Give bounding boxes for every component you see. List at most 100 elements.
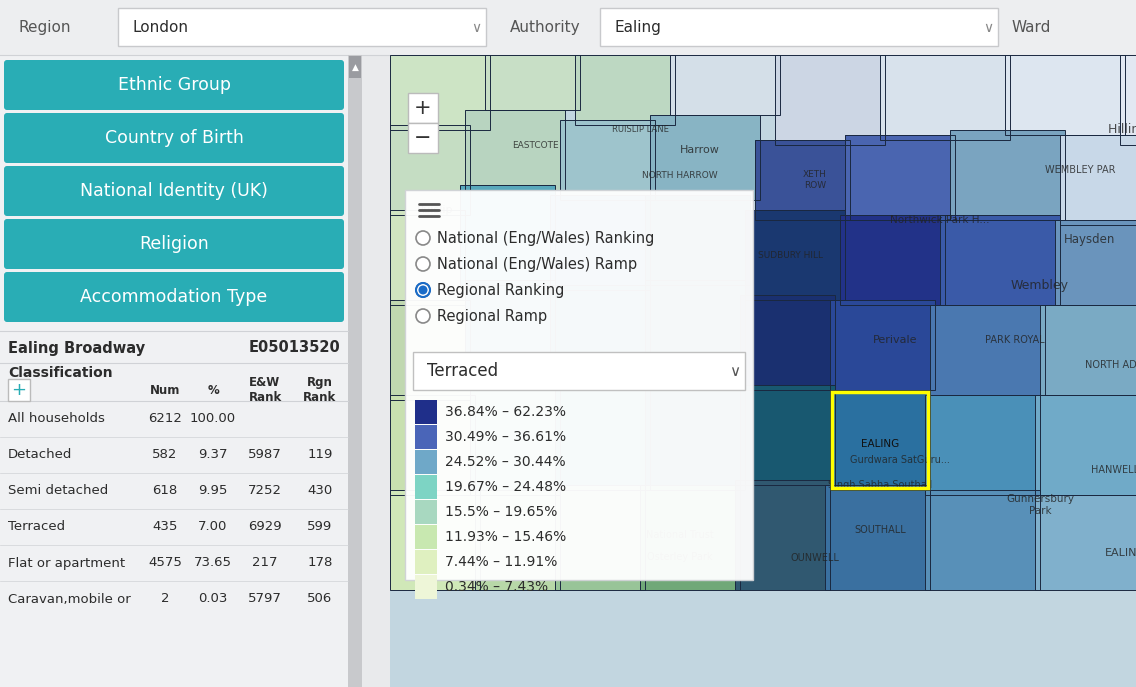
Bar	[1120, 55, 1136, 145]
Bar	[650, 115, 760, 200]
Text: 30.49% – 36.61%: 30.49% – 36.61%	[445, 430, 566, 444]
Text: 119: 119	[308, 449, 333, 462]
Bar	[0, 333, 348, 363]
Bar	[465, 280, 556, 390]
Bar	[745, 210, 845, 300]
Text: E&W
Rank: E&W Rank	[249, 376, 282, 404]
Text: 618: 618	[152, 484, 177, 497]
Text: NORTH HARROW: NORTH HARROW	[642, 170, 718, 179]
Bar	[735, 480, 830, 590]
Text: Num: Num	[150, 383, 181, 396]
Bar	[840, 215, 945, 305]
Text: Authority: Authority	[510, 20, 580, 35]
Bar	[650, 115, 760, 200]
Text: Harrow: Harrow	[680, 145, 720, 155]
Bar	[465, 110, 565, 190]
Bar	[550, 285, 650, 385]
Bar	[390, 490, 481, 590]
Text: Greenford / Perivale: Greenford / Perivale	[476, 365, 574, 375]
Text: 36.84% – 62.23%: 36.84% – 62.23%	[445, 405, 566, 419]
Text: Gunnersbury
Park: Gunnersbury Park	[1006, 494, 1074, 516]
Text: 506: 506	[308, 592, 333, 605]
Bar	[845, 135, 955, 220]
Bar	[550, 195, 650, 290]
Bar	[415, 450, 437, 474]
Circle shape	[416, 231, 431, 245]
Text: ∨: ∨	[729, 363, 741, 379]
Bar	[460, 185, 556, 285]
Text: Terraced: Terraced	[427, 362, 498, 380]
Bar	[1039, 305, 1136, 395]
Text: Religion: Religion	[139, 235, 209, 253]
Bar	[740, 385, 835, 485]
Circle shape	[416, 257, 431, 271]
Text: Regional Ranking: Regional Ranking	[437, 282, 565, 297]
Text: 6929: 6929	[248, 521, 282, 534]
Bar	[930, 305, 1045, 395]
Text: National Identity (UK): National Identity (UK)	[80, 182, 268, 200]
Bar	[832, 392, 928, 488]
Bar	[830, 390, 930, 490]
Bar	[470, 385, 560, 495]
Text: Region: Region	[18, 20, 70, 35]
Bar	[1120, 55, 1136, 145]
Bar	[775, 55, 885, 145]
Bar	[560, 120, 655, 200]
Bar	[415, 525, 437, 549]
Bar	[485, 55, 580, 110]
Bar	[645, 280, 745, 385]
Bar	[880, 55, 1010, 140]
Bar	[925, 490, 1039, 590]
Bar	[406, 190, 753, 580]
Bar	[556, 380, 650, 490]
Text: Hillingdon / R: Hillingdon / R	[1108, 124, 1136, 137]
Text: Accommodation Type: Accommodation Type	[81, 288, 268, 306]
Bar	[1005, 55, 1125, 135]
Bar	[414, 352, 745, 390]
Text: 73.65: 73.65	[194, 556, 232, 570]
Text: 9.37: 9.37	[199, 449, 227, 462]
Text: EALING: EALING	[861, 439, 899, 449]
Text: 0.34% – 7.43%: 0.34% – 7.43%	[445, 580, 549, 594]
Bar	[390, 395, 475, 495]
Bar	[735, 480, 830, 590]
Bar	[1055, 220, 1136, 305]
Bar	[390, 55, 490, 130]
Text: Ealing Broadway: Ealing Broadway	[8, 341, 145, 355]
Bar	[415, 550, 437, 574]
Text: SUDBURY HILL: SUDBURY HILL	[758, 251, 822, 260]
Bar	[550, 285, 650, 385]
Bar	[640, 485, 740, 590]
FancyBboxPatch shape	[5, 219, 344, 269]
Bar	[645, 195, 750, 285]
Text: Haysden: Haysden	[1064, 234, 1116, 247]
Text: Gurdwara SatGuru...: Gurdwara SatGuru...	[850, 455, 950, 465]
Bar	[390, 210, 465, 305]
Bar	[575, 55, 675, 125]
Bar	[1060, 135, 1136, 225]
Text: Detached: Detached	[8, 449, 73, 462]
Bar	[470, 385, 560, 495]
Text: 24.52% – 30.44%: 24.52% – 30.44%	[445, 455, 566, 469]
Bar	[755, 140, 850, 220]
Text: EASTCOTE: EASTCOTE	[511, 141, 558, 150]
Text: National Trust: National Trust	[646, 530, 713, 540]
FancyBboxPatch shape	[5, 60, 344, 110]
Bar	[408, 93, 438, 123]
Text: 0.03: 0.03	[199, 592, 227, 605]
Bar	[390, 55, 490, 130]
Text: Terraced: Terraced	[8, 521, 65, 534]
Text: Singh Sabha Southall: Singh Sabha Southall	[828, 480, 933, 490]
Bar	[950, 130, 1066, 220]
Text: 6212: 6212	[148, 412, 182, 425]
Text: +: +	[415, 98, 432, 118]
Bar	[0, 55, 362, 687]
Bar	[390, 490, 481, 590]
Bar	[1035, 395, 1136, 495]
Bar	[740, 385, 835, 485]
Bar	[550, 195, 650, 290]
Text: ∨: ∨	[983, 21, 993, 34]
Bar	[415, 575, 437, 599]
Text: PARK ROYAL: PARK ROYAL	[985, 335, 1045, 345]
FancyBboxPatch shape	[5, 272, 344, 322]
